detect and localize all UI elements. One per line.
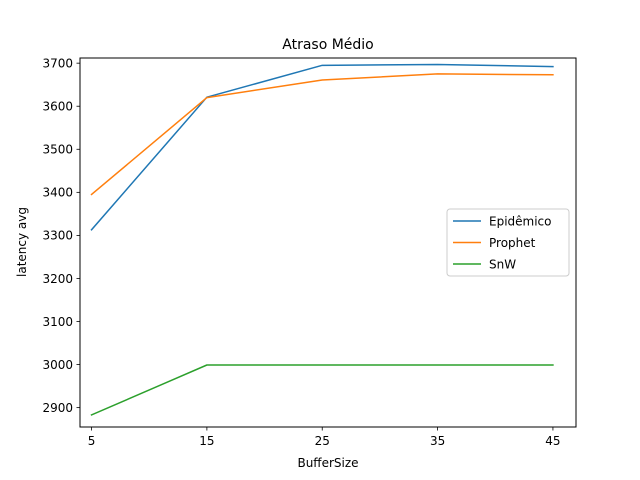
x-tick-label: 25 <box>315 434 330 448</box>
legend-label-0: Epidêmico <box>489 214 552 228</box>
y-tick-label: 3200 <box>42 272 73 286</box>
y-tick-label: 3700 <box>42 56 73 70</box>
chart-title: Atraso Médio <box>282 37 374 53</box>
series-line-0 <box>90 63 554 231</box>
y-tick-label: 3500 <box>42 143 73 157</box>
x-tick-label: 35 <box>430 434 445 448</box>
x-tick-label: 15 <box>199 434 214 448</box>
series-layer <box>90 63 554 416</box>
y-tick-label: 3000 <box>42 358 73 372</box>
series-line-2 <box>90 364 554 416</box>
y-axis: 2900 3000 3100 3200 3300 3400 3500 3600 3700 <box>42 56 80 415</box>
y-tick-label: 3300 <box>42 229 73 243</box>
plot-frame <box>79 57 577 428</box>
y-tick-label: 3600 <box>42 100 73 114</box>
x-tick-label: 5 <box>88 434 96 448</box>
y-tick-label: 2900 <box>42 401 73 415</box>
x-axis: 5 15 25 35 45 <box>88 427 561 448</box>
legend: Epidêmico Prophet SnW <box>446 208 570 277</box>
y-tick-label: 3400 <box>42 186 73 200</box>
legend-label-1: Prophet <box>489 236 536 250</box>
legend-label-2: SnW <box>489 257 516 271</box>
x-axis-label: BufferSize <box>297 456 358 470</box>
x-tick-label: 45 <box>545 434 560 448</box>
y-axis-label: latency avg <box>15 207 29 277</box>
legend-box <box>446 208 570 277</box>
series-line-1 <box>90 73 554 196</box>
y-tick-label: 3100 <box>42 315 73 329</box>
